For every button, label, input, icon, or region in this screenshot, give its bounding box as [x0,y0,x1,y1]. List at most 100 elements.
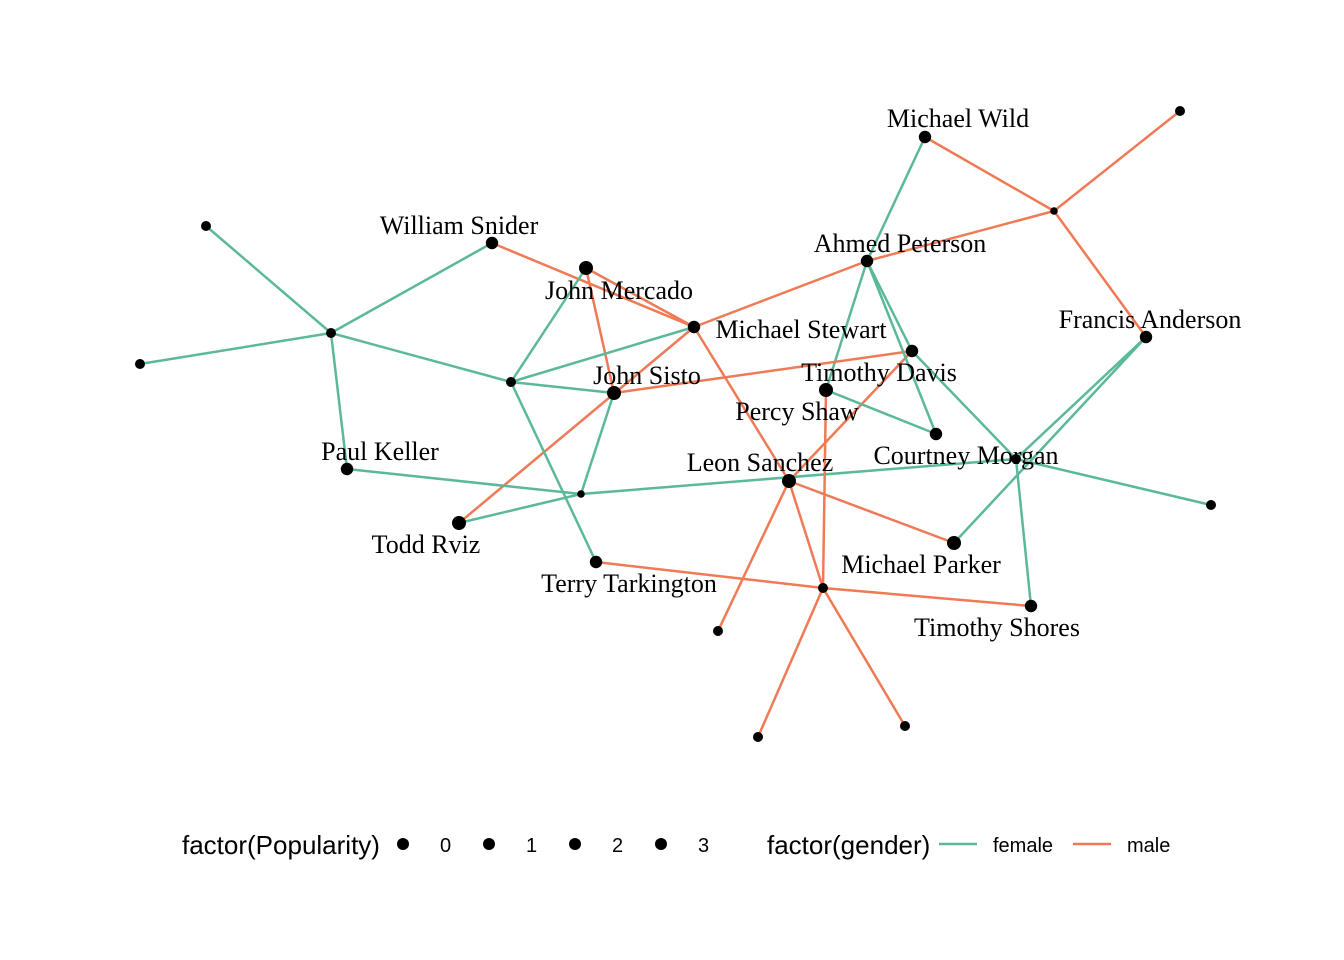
node-label-john-sisto: John Sisto [593,361,701,390]
edge-female-n14-n20 [579,391,616,496]
edge-male-n18-n27 [716,479,791,633]
legend-popularity-label-3: 3 [698,835,709,857]
node-n13 [506,377,516,387]
node-n2 [1175,106,1185,116]
edge-male-n1-n3 [923,135,1056,213]
node-leon-sanchez [782,474,796,488]
edge-female-n13-n14 [509,380,616,395]
node-n6 [201,221,211,231]
edge-female-n20-n22 [457,492,583,525]
edge-male-n12-n18 [787,349,914,483]
edge-male-n25-n29 [821,586,907,728]
node-label-timothy-shores: Timothy Shores [914,613,1080,642]
edge-female-n4-n16 [865,260,938,435]
edge-female-n10-n19 [1015,336,1147,460]
node-john-sisto [607,386,621,400]
legend-popularity-label-2: 2 [612,835,623,857]
legend-popularity-key-3 [655,838,667,850]
edge-female-n5-n9 [329,241,494,335]
edge-layer [138,109,1213,739]
legend-popularity-title: factor(Popularity) [182,830,380,860]
node-n20 [577,490,585,498]
edge-female-n6-n9 [204,224,333,335]
node-percy-shaw [819,383,833,397]
node-label-leon-sanchez: Leon Sanchez [687,448,834,477]
node-courtney-morgan [929,427,943,441]
edge-male-n18-n23 [787,479,956,545]
node-label-michael-stewart: Michael Stewart [715,315,887,344]
node-todd-rviz [452,516,466,530]
edge-male-n18-n25 [787,479,825,590]
node-timothy-davis [905,344,919,358]
edge-female-n15-n16 [825,388,937,436]
legend-gender-title: factor(gender) [767,830,930,860]
node-n21 [1206,500,1216,510]
edge-male-n3-n10 [1052,209,1148,339]
node-n27 [713,626,723,636]
node-n3 [1050,207,1058,215]
edge-male-n8-n18 [692,325,791,483]
edge-male-n25-n28 [756,586,825,739]
node-label-michael-wild: Michael Wild [887,104,1029,133]
edge-male-n25-n26 [821,586,1033,608]
legend-popularity-key-0 [397,838,409,850]
edge-female-n9-n13 [329,331,513,384]
node-label-timothy-davis: Timothy Davis [801,358,957,387]
node-label-francis-anderson: Francis Anderson [1059,305,1242,334]
edge-male-n14-n12 [612,349,914,395]
edge-male-n8-n22 [457,325,696,525]
node-n9 [326,328,336,338]
node-terry-tarkington [589,555,603,569]
node-label-william-snider: William Snider [380,211,539,240]
edge-female-n4-n12 [865,259,914,353]
edge-female-n17-n20 [345,467,583,496]
node-layer [135,106,1216,742]
edge-male-n3-n4 [865,209,1056,263]
edge-female-n13-n24 [509,380,598,564]
node-n28 [753,732,763,742]
edge-female-n16-n26 [1014,457,1033,608]
legend-popularity-key-2 [569,838,581,850]
label-layer: Michael Wild Ahmed Peterson William Snider… [321,104,1241,642]
edge-female-n11-n9 [138,331,333,366]
edge-female-n1-n4 [865,135,927,263]
edge-male-n4-n8 [692,259,869,329]
legend-popularity-label-0: 0 [440,835,451,857]
node-john-mercado [579,261,593,275]
node-timothy-shores [1024,599,1038,613]
node-label-paul-keller: Paul Keller [321,437,439,466]
legend: factor(Popularity) 0 1 2 3 factor(gender… [182,830,1170,860]
node-francis-anderson [1139,330,1153,344]
legend-gender-label-female: female [993,835,1053,857]
legend-popularity-key-1 [483,838,495,850]
edge-female-n7-n13 [509,266,588,384]
node-label-courtney-morgan: Courtney Morgan [873,441,1058,470]
edge-male-n24-n25 [594,560,825,590]
edge-female-n9-n17 [329,331,349,471]
edge-female-n10-n23 [952,335,1148,545]
node-paul-keller [340,462,354,476]
edge-female-n4-n15 [824,259,869,392]
node-n29 [900,721,910,731]
edge-female-n16-n21 [1014,457,1213,507]
edge-male-n15-n25 [821,388,828,590]
legend-popularity-label-1: 1 [526,835,537,857]
node-n11 [135,359,145,369]
edge-male-n7-n8 [584,266,696,329]
node-label-ahmed-peterson: Ahmed Peterson [814,229,987,258]
node-label-terry-tarkington: Terry Tarkington [541,569,717,598]
edge-female-n16-n20 [579,457,1018,496]
node-n25 [818,583,828,593]
legend-gender-label-male: male [1127,835,1170,857]
edge-female-n12-n16 [910,349,1018,461]
node-ahmed-peterson [860,254,874,268]
edge-male-n2-n3 [1052,109,1182,213]
node-william-snider [485,236,499,250]
node-michael-wild [918,130,932,144]
edge-male-n5-n8 [490,241,696,329]
node-label-michael-parker: Michael Parker [841,550,1001,579]
edge-male-n7-n14 [584,266,616,395]
node-michael-parker [947,536,961,550]
node-n19 [1011,454,1021,464]
